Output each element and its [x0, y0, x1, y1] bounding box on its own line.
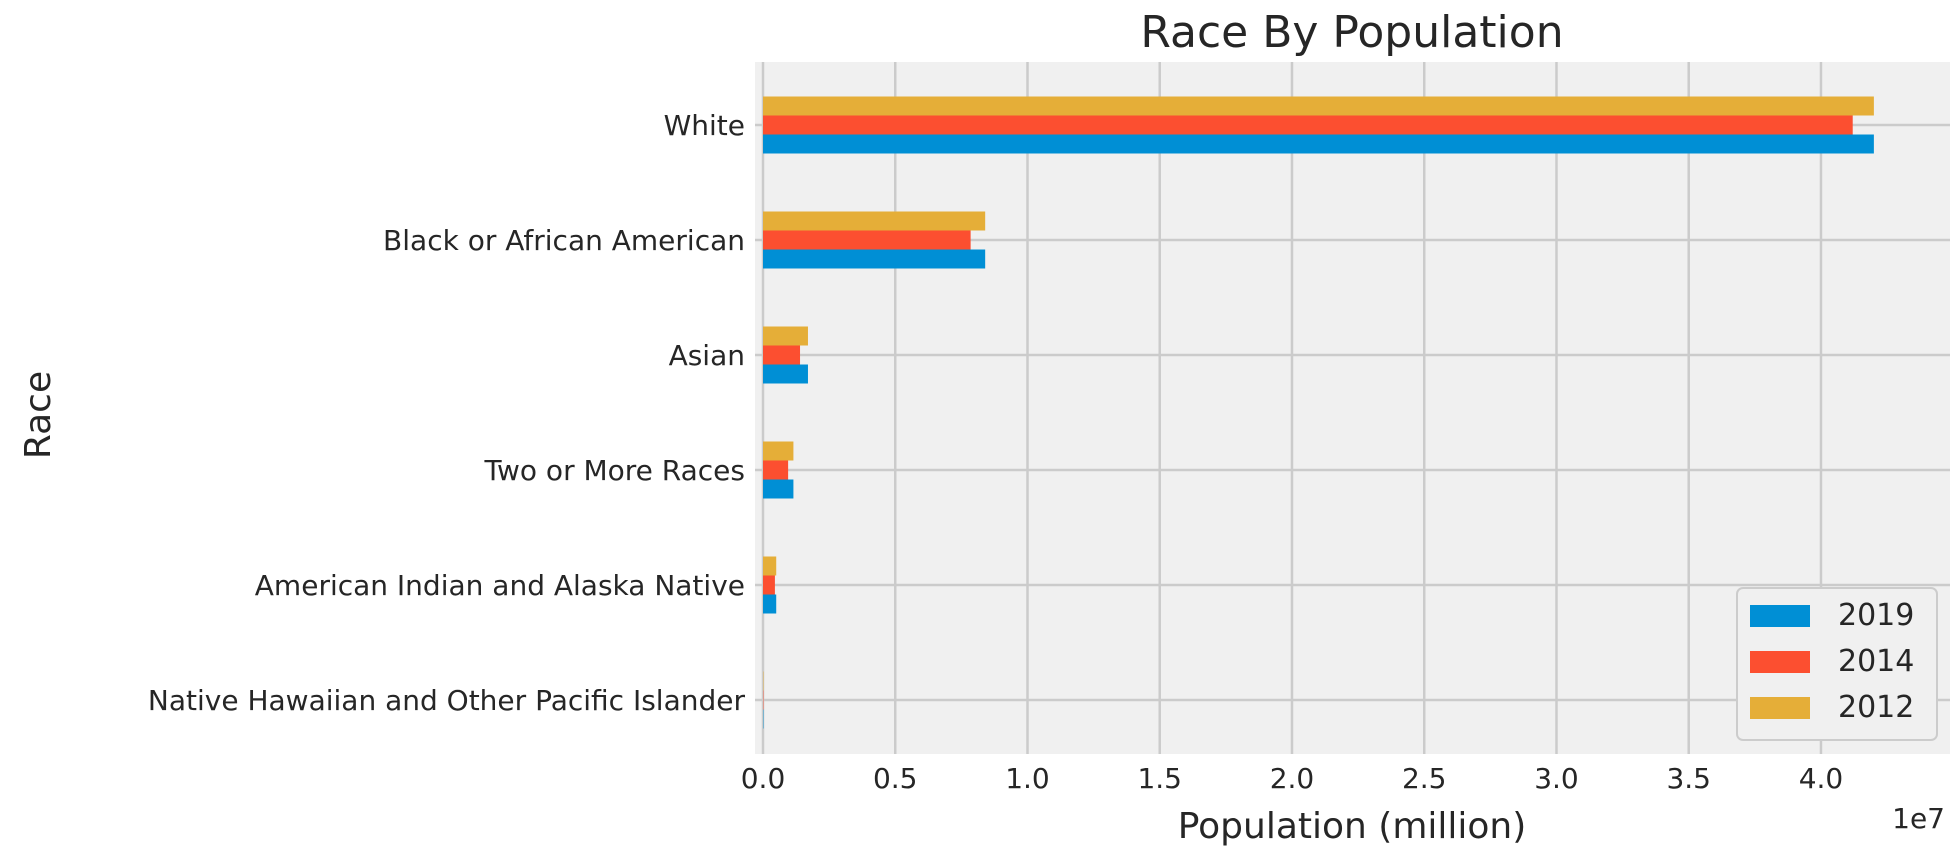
y-axis-title: Race [18, 371, 59, 459]
legend-swatch-2019 [1750, 605, 1810, 627]
x-tick-label: 2.5 [1402, 762, 1447, 795]
y-tick-label: Asian [669, 339, 745, 372]
y-tick-label: Two or More Races [484, 454, 745, 487]
legend-label-2012: 2012 [1838, 690, 1914, 725]
x-axis-offset-label: 1e7 [1892, 802, 1945, 835]
bar-2019 [763, 134, 1874, 154]
x-tick-label: 1.5 [1137, 762, 1182, 795]
bar-2014 [763, 230, 971, 250]
bar-2012 [763, 441, 794, 461]
y-tick-label: Black or African American [383, 224, 745, 257]
bar-2019 [763, 594, 777, 614]
x-tick-label: 0.5 [873, 762, 918, 795]
y-tick-labels: White Black or African American Asian Two o… [148, 109, 746, 717]
bar-2019 [763, 479, 794, 499]
y-tick-label: Native Hawaiian and Other Pacific Island… [148, 684, 746, 717]
bar-2012 [763, 326, 808, 346]
y-tick-label: White [664, 109, 745, 142]
legend-swatch-2014 [1750, 651, 1810, 673]
x-tick-label: 0.0 [741, 762, 786, 795]
x-tick-label: 4.0 [1799, 762, 1844, 795]
bars [763, 96, 1874, 729]
legend-swatch-2012 [1750, 697, 1810, 719]
legend-label-2014: 2014 [1838, 644, 1914, 679]
x-axis-title: Population (million) [1178, 806, 1527, 847]
x-tick-label: 2.0 [1270, 762, 1315, 795]
x-tick-label: 1.0 [1005, 762, 1050, 795]
bar-2014 [763, 460, 789, 480]
bar-2019 [763, 364, 808, 384]
bar-2019 [763, 249, 986, 269]
bar-2012 [763, 211, 986, 231]
x-tick-label: 3.5 [1666, 762, 1711, 795]
legend-label-2019: 2019 [1838, 598, 1914, 633]
bar-2014 [763, 345, 801, 365]
bar-2012 [763, 96, 1874, 116]
bar-2012 [763, 556, 777, 576]
chart-title: Race By Population [1140, 7, 1563, 58]
bar-2014 [763, 115, 1853, 135]
y-tick-label: American Indian and Alaska Native [255, 569, 745, 602]
bar-2014 [763, 575, 775, 595]
x-tick-labels: 0.0 0.5 1.0 1.5 2.0 2.5 3.0 3.5 4.0 [741, 762, 1844, 795]
x-tick-label: 3.0 [1534, 762, 1579, 795]
legend: 2019 2014 2012 [1736, 587, 1938, 741]
